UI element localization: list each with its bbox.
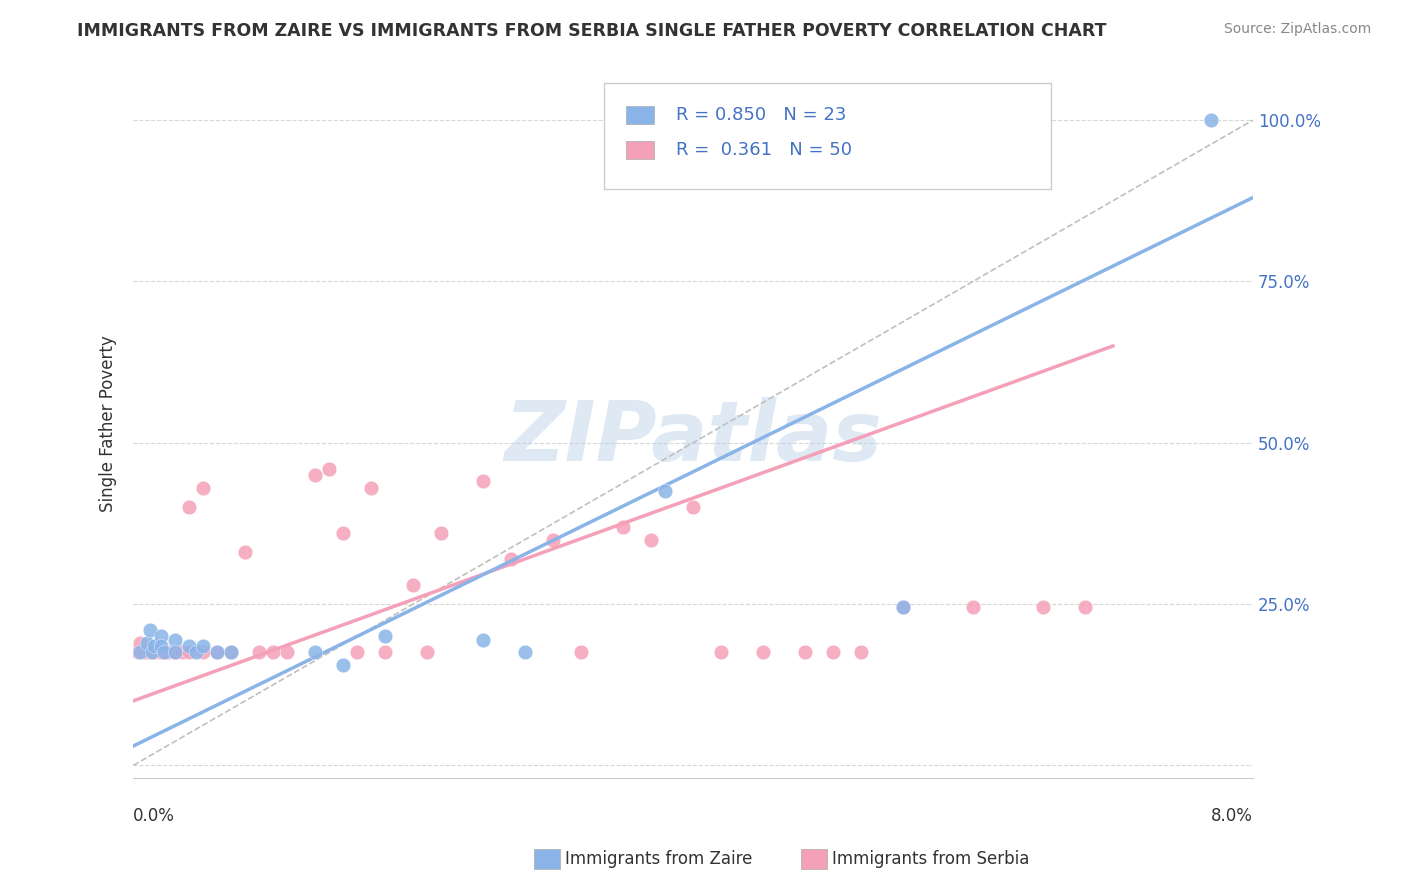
Point — [150, 645, 173, 659]
FancyBboxPatch shape — [626, 106, 654, 123]
Point — [129, 645, 152, 659]
Point — [472, 475, 495, 489]
Point — [193, 481, 215, 495]
Point — [849, 645, 872, 659]
Point — [247, 645, 270, 659]
Point — [318, 461, 340, 475]
Point — [129, 636, 152, 650]
Text: 8.0%: 8.0% — [1211, 807, 1253, 825]
FancyBboxPatch shape — [603, 83, 1052, 189]
Point — [143, 639, 166, 653]
Point — [276, 645, 298, 659]
Point — [136, 645, 159, 659]
Point — [962, 600, 984, 615]
Text: Source: ZipAtlas.com: Source: ZipAtlas.com — [1223, 22, 1371, 37]
Text: Immigrants from Zaire: Immigrants from Zaire — [565, 850, 752, 868]
Point — [165, 645, 187, 659]
Point — [134, 645, 156, 659]
Point — [891, 600, 914, 615]
Text: 0.0%: 0.0% — [134, 807, 176, 825]
Text: R =  0.361   N = 50: R = 0.361 N = 50 — [676, 141, 852, 159]
Point — [179, 639, 201, 653]
Point — [143, 645, 166, 659]
Point — [262, 645, 284, 659]
Point — [179, 500, 201, 515]
Point — [752, 645, 775, 659]
Point — [374, 629, 396, 643]
Y-axis label: Single Father Poverty: Single Father Poverty — [100, 335, 117, 512]
Point — [682, 500, 704, 515]
Point — [150, 629, 173, 643]
Point — [172, 645, 194, 659]
Point — [139, 623, 162, 637]
Point — [710, 645, 733, 659]
Point — [360, 481, 382, 495]
Point — [332, 658, 354, 673]
Point — [569, 645, 592, 659]
Point — [207, 645, 229, 659]
Point — [891, 600, 914, 615]
Point — [153, 645, 176, 659]
Point — [541, 533, 564, 547]
Text: ZIPatlas: ZIPatlas — [505, 397, 882, 478]
Point — [165, 645, 187, 659]
Point — [654, 484, 676, 499]
Point — [193, 639, 215, 653]
Point — [1032, 600, 1054, 615]
Point — [136, 636, 159, 650]
Text: R = 0.850   N = 23: R = 0.850 N = 23 — [676, 105, 846, 124]
Point — [346, 645, 368, 659]
Point — [233, 545, 256, 559]
Point — [150, 639, 173, 653]
Point — [501, 552, 523, 566]
Point — [430, 526, 453, 541]
Point — [794, 645, 817, 659]
Point — [472, 632, 495, 647]
Point — [1199, 113, 1222, 128]
Point — [193, 645, 215, 659]
Point — [416, 645, 439, 659]
Point — [165, 632, 187, 647]
Point — [612, 519, 634, 533]
Point — [150, 645, 173, 659]
Text: IMMIGRANTS FROM ZAIRE VS IMMIGRANTS FROM SERBIA SINGLE FATHER POVERTY CORRELATIO: IMMIGRANTS FROM ZAIRE VS IMMIGRANTS FROM… — [77, 22, 1107, 40]
FancyBboxPatch shape — [626, 141, 654, 159]
Text: Immigrants from Serbia: Immigrants from Serbia — [832, 850, 1029, 868]
Point — [221, 645, 243, 659]
Point — [179, 645, 201, 659]
Point — [153, 645, 176, 659]
Point — [127, 645, 149, 659]
Point — [157, 645, 180, 659]
Point — [515, 645, 537, 659]
Point — [165, 645, 187, 659]
Point — [304, 645, 326, 659]
Point — [640, 533, 662, 547]
Point — [139, 645, 162, 659]
Point — [207, 645, 229, 659]
Point — [141, 645, 163, 659]
Point — [141, 645, 163, 659]
Point — [374, 645, 396, 659]
Point — [402, 577, 425, 591]
Point — [1074, 600, 1097, 615]
Point — [821, 645, 844, 659]
Point — [304, 468, 326, 483]
Point — [136, 642, 159, 657]
Point — [221, 645, 243, 659]
Point — [186, 645, 208, 659]
Point — [332, 526, 354, 541]
